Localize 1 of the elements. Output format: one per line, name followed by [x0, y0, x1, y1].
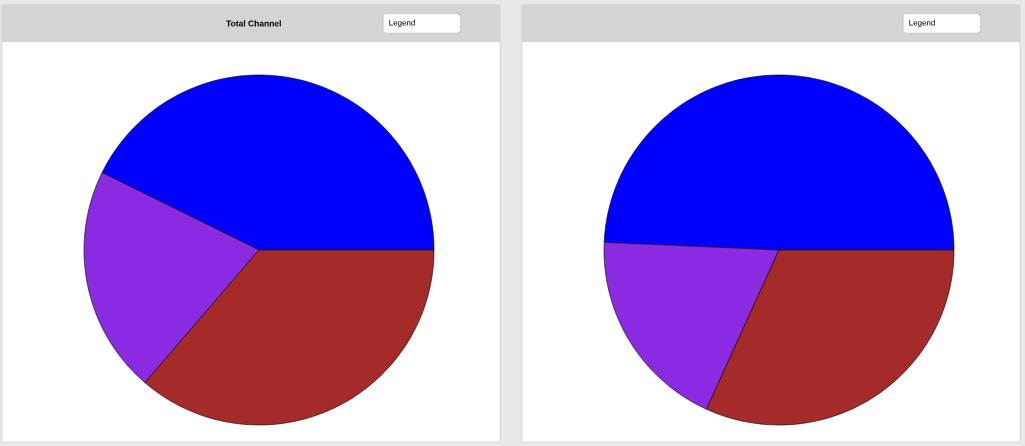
chart-title: Total Channel — [226, 20, 281, 27]
